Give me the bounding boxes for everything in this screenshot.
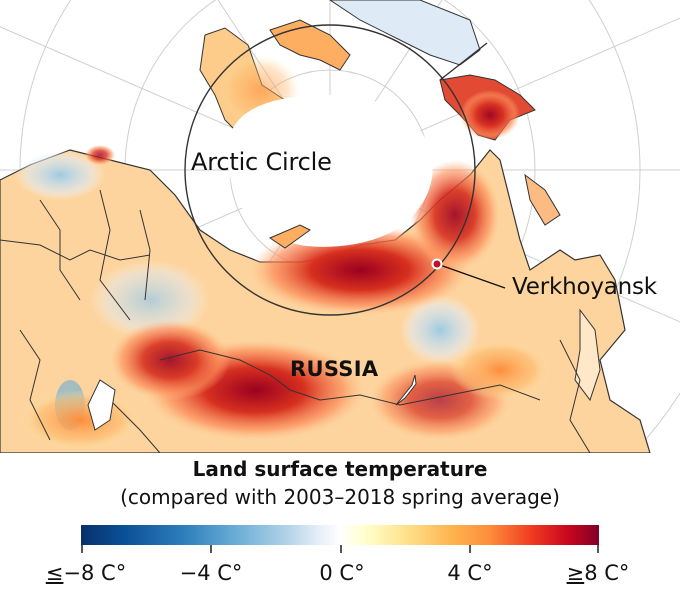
verkhoyansk-label: Verkhoyansk [512,274,657,300]
tick-label-zero: 0 C° [319,561,365,585]
tick-mark [597,545,599,553]
legend-title: Land surface temperature [192,457,488,481]
tick-label-pos4: 4 C° [447,561,493,585]
date-line [439,42,488,81]
arctic-circle-line [184,24,476,316]
less-equal-sign: ≤ [45,561,64,585]
land-sakhalin-japan [574,308,601,402]
tick-label-min: ≤−8 C° [45,561,127,585]
color-scale-bar [81,525,599,545]
tick-label-neg4: −4 C° [179,561,243,585]
tick-mark [469,545,471,553]
arctic-circle-label: Arctic Circle [191,148,332,176]
land-kamchatka [524,173,561,226]
verkhoyansk-leader-line [439,264,506,289]
map-canvas [0,0,680,453]
caspian-sea [87,379,116,431]
lake-baikal [395,374,417,406]
tick-mark [210,545,212,553]
arctic-ocean [227,95,433,247]
tick-mark [340,545,342,553]
country-borders [0,189,591,453]
verkhoyansk-marker-icon [431,258,443,270]
tick-label-max: ≥8 C° [566,561,630,585]
greater-equal-sign: ≥ [566,561,585,585]
land-arctic-archipelago [269,19,351,71]
russia-label: RUSSIA [290,357,379,381]
legend-subtitle: (compared with 2003–2018 spring average) [120,485,560,509]
tick-mark [81,545,83,553]
land-novaya-zemlya [268,224,311,249]
temperature-anomaly-map: Arctic Circle Verkhoyansk RUSSIA [0,0,680,453]
